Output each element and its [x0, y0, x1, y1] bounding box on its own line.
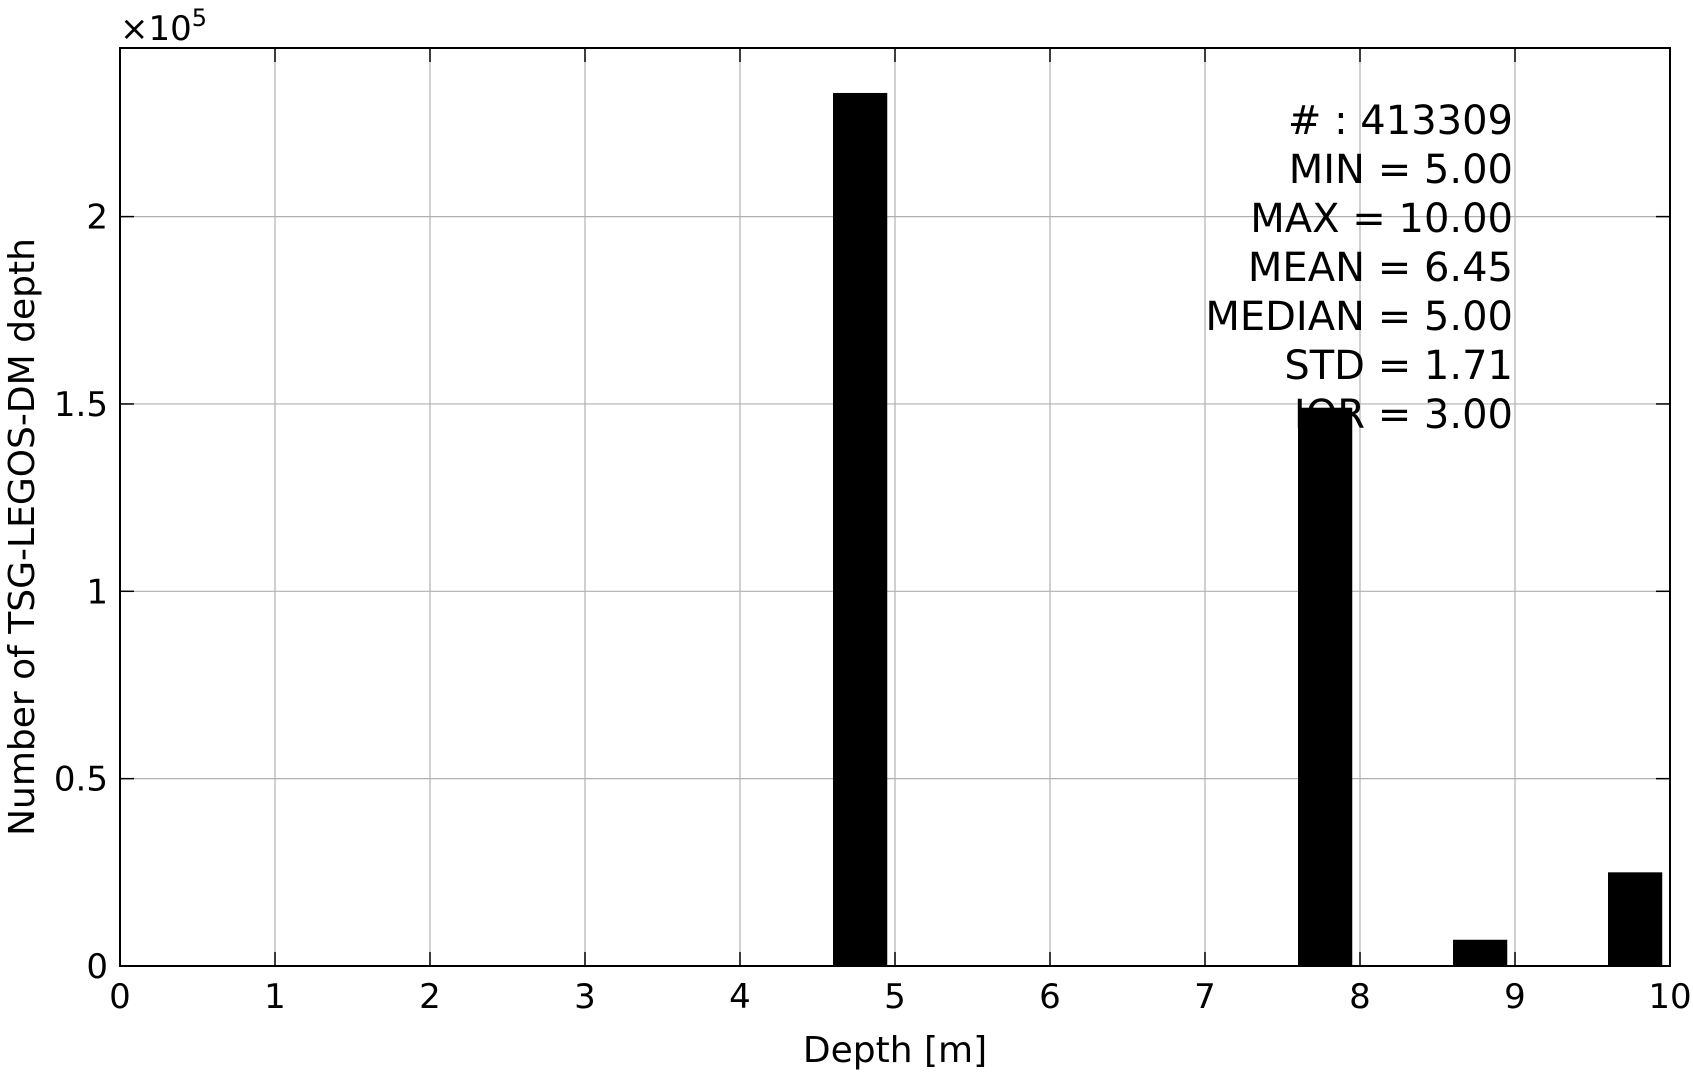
- x-tick-label: 5: [884, 977, 906, 1017]
- y-multiplier-exponent: 5: [192, 4, 207, 32]
- y-tick-label: 2: [86, 198, 108, 238]
- stat-line: STD = 1.71: [1284, 343, 1513, 389]
- y-multiplier-base: ×10: [120, 9, 192, 49]
- x-tick-label: 4: [729, 977, 751, 1017]
- bars: [833, 92, 1663, 967]
- x-tick-label: 6: [1039, 977, 1061, 1017]
- y-tick-label: 0.5: [54, 760, 108, 800]
- histogram-bar: [833, 92, 888, 967]
- stat-line: MIN = 5.00: [1289, 147, 1513, 193]
- y-tick-labels: 0 0.5 1 1.5 2: [54, 198, 108, 987]
- stat-line: IQR = 3.00: [1294, 392, 1513, 438]
- y-tick-label: 0: [86, 947, 108, 987]
- histogram-bar: [1453, 939, 1508, 966]
- x-tick-label: 7: [1194, 977, 1216, 1017]
- stat-line: MEDIAN = 5.00: [1205, 294, 1513, 340]
- x-tick-label: 3: [574, 977, 596, 1017]
- plot-frame: [119, 47, 1671, 967]
- y-tick-label: 1: [86, 572, 108, 612]
- x-axis-label: Depth [m]: [803, 1030, 987, 1071]
- y-axis-label: Number of TSG-LEGOS-DM depth: [2, 238, 43, 836]
- histogram-bar: [1608, 872, 1663, 966]
- y-axis-multiplier: ×105: [120, 4, 207, 49]
- x-tick-labels: 0 1 2 3 4 5 6 7 8 9 10: [109, 977, 1691, 1017]
- stat-line: # : 413309: [1288, 98, 1513, 144]
- x-tick-label: 10: [1648, 977, 1691, 1017]
- x-tick-label: 0: [109, 977, 131, 1017]
- x-tick-label: 1: [264, 977, 286, 1017]
- x-tick-label: 9: [1504, 977, 1526, 1017]
- x-tick-label: 8: [1349, 977, 1371, 1017]
- histogram-bar: [1298, 407, 1353, 966]
- stat-line: MAX = 10.00: [1250, 196, 1513, 242]
- y-tick-label: 1.5: [54, 385, 108, 425]
- stat-line: MEAN = 6.45: [1248, 245, 1513, 291]
- x-tick-label: 2: [419, 977, 441, 1017]
